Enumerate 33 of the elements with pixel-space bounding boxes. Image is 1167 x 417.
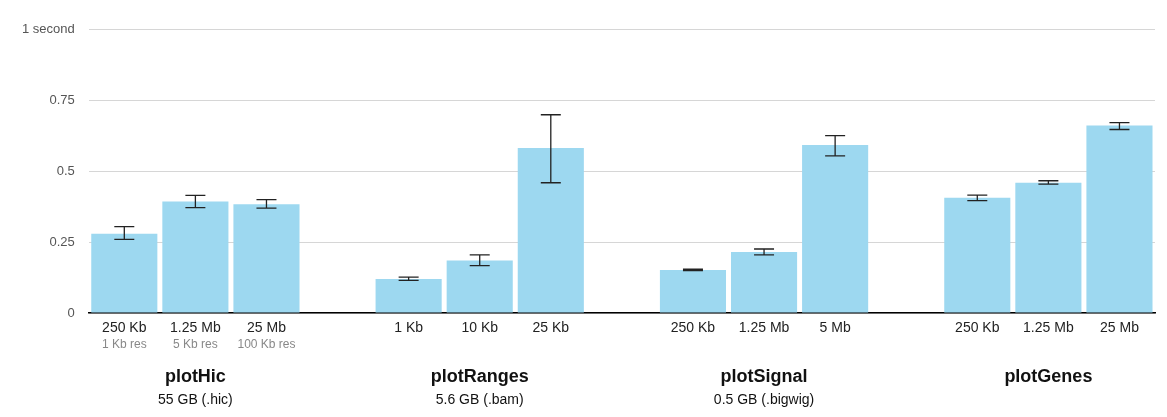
x-tick-label: 1.25 Mb 5 Kb res	[170, 318, 221, 352]
x-tick-label: 1 Kb	[394, 318, 424, 335]
x-tick-label: 250 Kb 1 Kb res	[101, 318, 147, 352]
text: plotRanges 5.6 GB (.bam)	[430, 365, 529, 407]
x-tick-label: 25 Kb	[532, 318, 570, 335]
x-tick-label: 25 Mb	[1100, 318, 1140, 335]
y-tick-label: 0	[67, 304, 75, 320]
x-tick-label: 1.25 Mb	[1023, 318, 1074, 335]
x-tick-label: 10 Kb	[461, 318, 499, 335]
bar	[375, 279, 442, 313]
bar	[517, 147, 584, 313]
y-tick-label: 0.25	[49, 233, 75, 249]
bar	[730, 252, 798, 313]
x-tick-label: 1.25 Mb	[738, 318, 790, 335]
x-tick-label: 250 Kb	[955, 318, 1000, 335]
bar	[1086, 125, 1153, 313]
x-tick-label: 250 Kb	[670, 318, 716, 335]
bar	[659, 269, 727, 313]
text: plotHic 55 GB (.hic)	[158, 365, 233, 407]
bar	[802, 145, 869, 313]
bar	[91, 233, 158, 313]
text: plotGenes	[1004, 365, 1093, 386]
x-tick-label: 5 Mb	[819, 318, 851, 335]
y-tick-label: 0.75	[49, 92, 75, 108]
bar	[162, 201, 229, 313]
y-tick-label: 1 second	[22, 21, 75, 37]
y-tick-label: 0.5	[56, 162, 75, 178]
text: plotSignal 0.5 GB (.bigwig)	[713, 365, 815, 407]
bar	[446, 260, 513, 313]
x-tick-label: 25 Mb 100 Kb res	[237, 318, 296, 352]
bar	[944, 197, 1011, 313]
bar	[233, 204, 300, 313]
bar	[1015, 182, 1082, 313]
